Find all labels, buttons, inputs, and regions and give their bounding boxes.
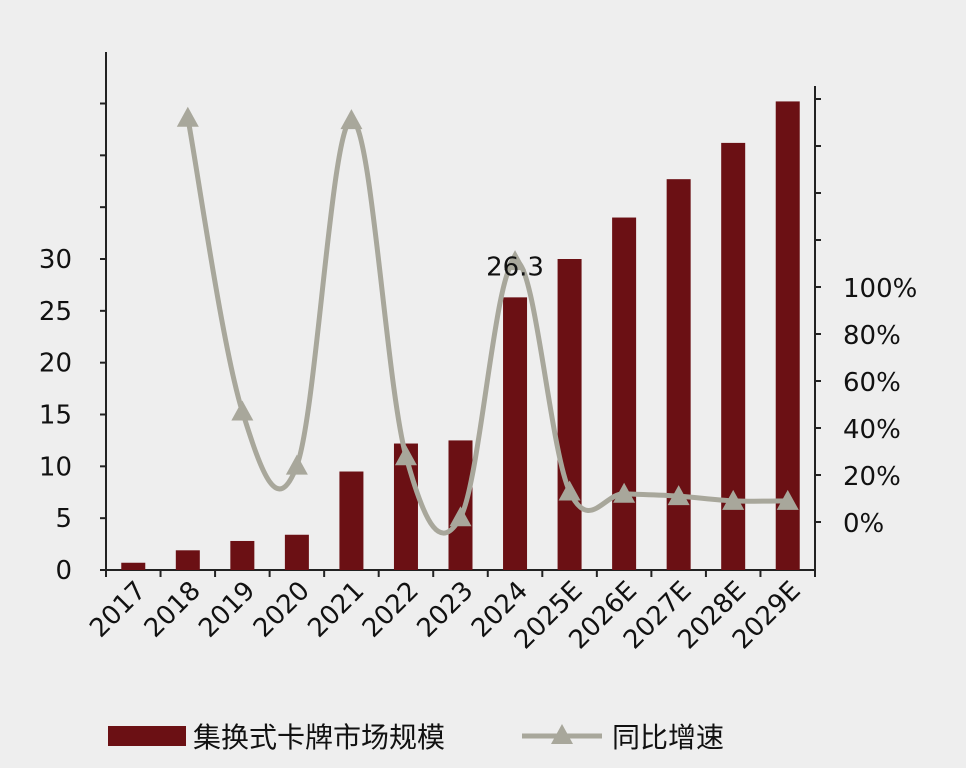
x-tick-label: 2023 <box>411 576 479 644</box>
growth-point <box>340 109 363 130</box>
growth-point <box>613 482 636 503</box>
y-left-tick-label: 10 <box>39 452 72 482</box>
y-right-tick-label: 40% <box>843 415 901 445</box>
y-left-tick-label: 0 <box>55 556 72 586</box>
growth-point <box>394 445 417 466</box>
bar <box>175 550 200 570</box>
y-right-tick-label: 20% <box>843 462 901 492</box>
y-left-tick-label: 15 <box>39 401 72 431</box>
bar <box>121 562 146 570</box>
growth-point <box>667 485 690 506</box>
bar <box>230 540 255 570</box>
x-tick-label: 2017 <box>84 576 152 644</box>
data-label: 26.3 <box>486 252 544 282</box>
y-left-tick-label: 5 <box>55 504 72 534</box>
bar <box>612 217 637 571</box>
y-left-tick-label: 30 <box>39 245 72 275</box>
x-tick-label: 2019 <box>193 576 261 644</box>
bar <box>666 179 691 570</box>
bar <box>339 471 364 570</box>
bar <box>284 534 309 570</box>
y-right-tick-label: 0% <box>843 509 884 539</box>
y-right-tick-label: 100% <box>843 274 917 304</box>
legend-label-bar: 集换式卡牌市场规模 <box>193 721 445 754</box>
growth-point <box>504 250 527 271</box>
growth-point <box>558 480 581 501</box>
x-tick-label: 2018 <box>139 576 207 644</box>
y-left-tick-label: 20 <box>39 349 72 379</box>
y-right-tick-label: 60% <box>843 368 901 398</box>
legend: 集换式卡牌市场规模 同比增速 <box>108 721 724 754</box>
growth-line <box>185 117 788 536</box>
bar <box>557 259 582 570</box>
bar <box>448 440 473 570</box>
legend-swatch-bar <box>108 726 186 746</box>
x-tick-label: 2022 <box>357 576 425 644</box>
growth-point <box>285 454 308 475</box>
growth-point <box>231 400 254 421</box>
legend-label-line: 同比增速 <box>612 721 724 754</box>
x-tick-label: 2020 <box>248 576 316 644</box>
growth-point <box>776 489 799 510</box>
growth-point <box>722 489 745 510</box>
x-tick-label: 2021 <box>302 576 370 644</box>
growth-point <box>449 506 472 527</box>
y-right-tick-label: 80% <box>843 321 901 351</box>
y-left-tick-label: 25 <box>39 297 72 327</box>
line-series-layer <box>176 106 799 536</box>
growth-point <box>176 106 199 127</box>
legend-marker-triangle <box>551 724 573 744</box>
label-layer: 26.3 <box>486 252 544 282</box>
bar <box>503 297 528 570</box>
